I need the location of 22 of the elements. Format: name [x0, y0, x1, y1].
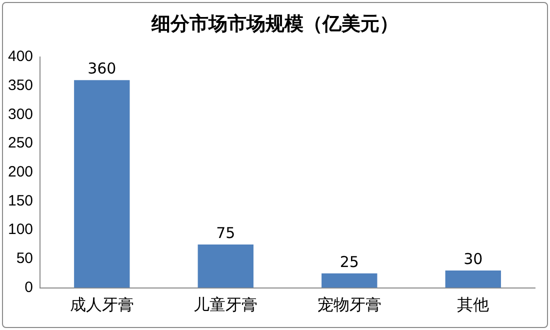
data-label: 25 [340, 252, 359, 271]
bar [198, 244, 254, 288]
y-tick-label: 350 [8, 76, 34, 94]
chart-title: 细分市场市场规模（亿美元） [150, 12, 400, 37]
y-tick-label: 0 [24, 278, 34, 296]
data-label: 360 [88, 59, 116, 78]
x-tick-label: 儿童牙膏 [194, 296, 258, 314]
y-tick-label: 250 [8, 134, 34, 152]
x-tick-label: 成人牙膏 [70, 296, 134, 314]
y-tick-label: 300 [8, 106, 34, 123]
bar [74, 80, 130, 288]
y-tick-label: 150 [8, 192, 34, 210]
bar [322, 273, 378, 288]
y-tick-label: 400 [8, 48, 34, 66]
data-label: 75 [216, 224, 236, 242]
data-label: 30 [464, 250, 483, 268]
y-tick-label: 200 [8, 164, 34, 181]
x-tick-label: 其他 [457, 296, 490, 314]
x-tick-label: 宠物牙膏 [317, 296, 382, 314]
y-tick-label: 100 [8, 221, 34, 238]
bar [445, 270, 501, 288]
y-tick-label: 50 [16, 250, 34, 268]
